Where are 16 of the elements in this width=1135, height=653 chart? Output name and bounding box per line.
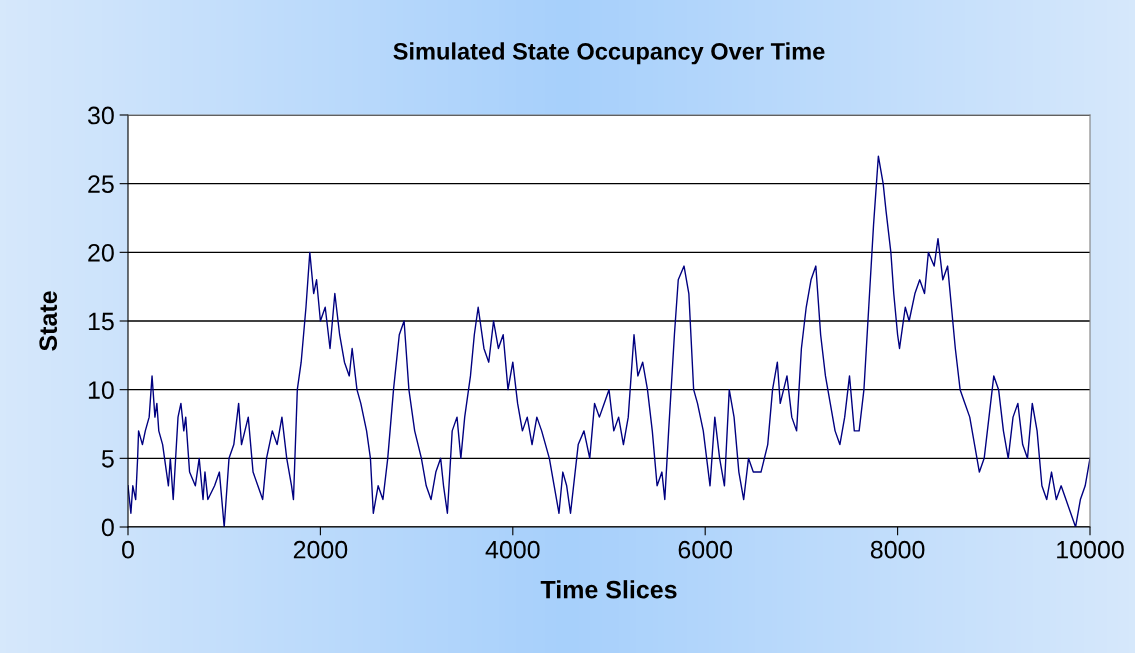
- y-axis-title: State: [39, 291, 58, 351]
- x-tick-label: 6000: [678, 540, 733, 559]
- y-tick-label: 25: [88, 175, 114, 193]
- x-axis-title: Time Slices: [540, 580, 677, 599]
- y-tick-label: 5: [101, 450, 114, 468]
- x-tick-label: 4000: [485, 540, 540, 559]
- y-tick-label: 15: [88, 312, 114, 331]
- x-tick-label: 0: [122, 540, 134, 559]
- y-tick-label: 0: [101, 518, 114, 537]
- x-tick-label: 10000: [1057, 540, 1124, 559]
- y-tick-label: 30: [87, 106, 114, 125]
- x-tick-label: 2000: [293, 540, 348, 559]
- x-tick-label: 8000: [870, 540, 925, 559]
- chart-title: Simulated State Occupancy Over Time: [393, 42, 825, 65]
- y-tick-label: 20: [88, 243, 114, 262]
- y-tick-label: 10: [88, 381, 114, 399]
